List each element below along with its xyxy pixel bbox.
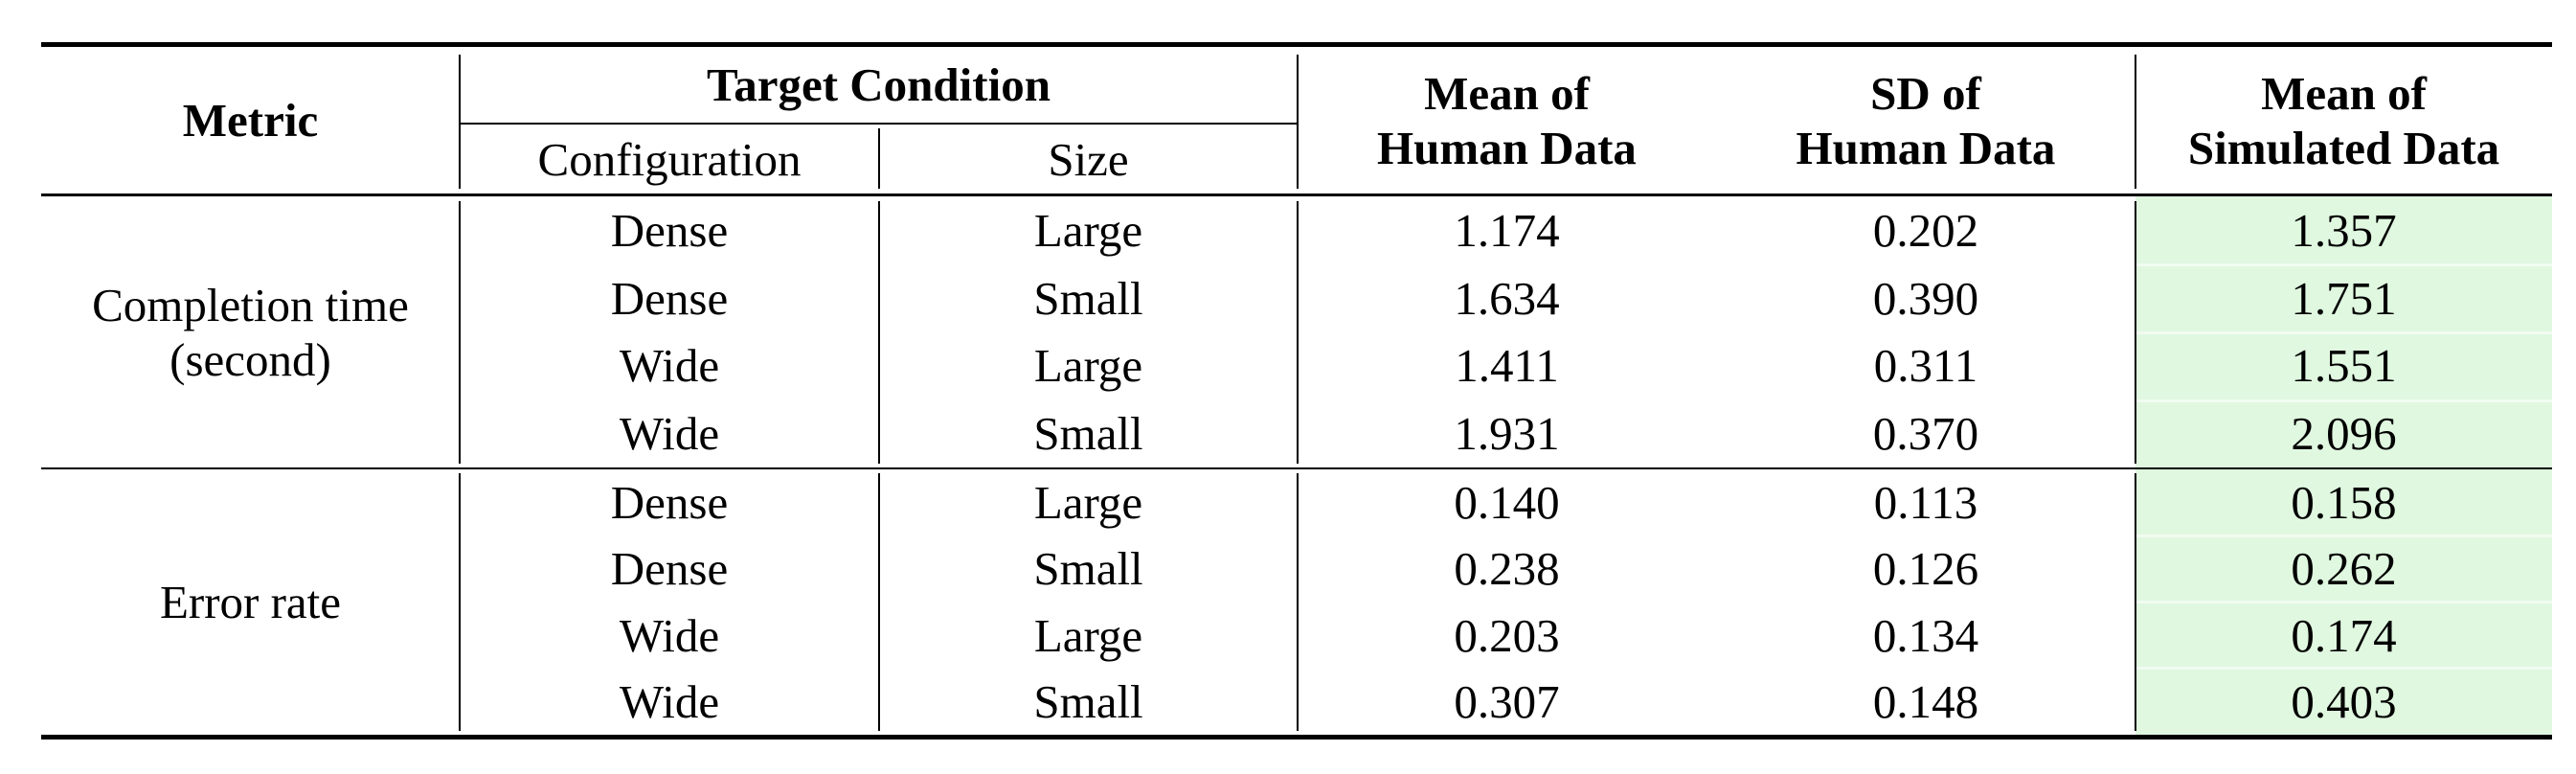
target-condition-underline xyxy=(460,123,1298,125)
header-size: Size xyxy=(1048,132,1129,186)
metric-label-line: Error rate xyxy=(159,576,342,628)
sd-human-cell: 0.390 xyxy=(1872,271,1979,325)
row-separator xyxy=(2135,399,2552,402)
sd-human-cell: 0.113 xyxy=(1873,476,1978,530)
header-target-condition: Target Condition xyxy=(707,58,1051,111)
mean-simulated-cell: 1.357 xyxy=(2291,203,2397,257)
top-rule xyxy=(41,42,2552,47)
size-cell: Small xyxy=(1033,407,1143,461)
block-separator xyxy=(41,467,2552,469)
header-configuration: Configuration xyxy=(537,132,802,186)
header-mean-human: Mean of Human Data xyxy=(1298,47,1716,194)
row-separator xyxy=(2135,601,2552,603)
header-mean-simulated: Mean of Simulated Data xyxy=(2135,47,2552,194)
header-separator xyxy=(41,194,2552,196)
size-cell: Large xyxy=(1033,476,1143,530)
size-cell: Small xyxy=(1033,271,1143,325)
sd-human-cell: 0.311 xyxy=(1873,339,1978,393)
mean-simulated-cell: 0.174 xyxy=(2291,608,2397,662)
mean-simulated-cell: 0.158 xyxy=(2291,476,2397,530)
header-metric: Metric xyxy=(182,94,319,147)
row-separator xyxy=(2135,331,2552,334)
header-sd-human: SD of Human Data xyxy=(1716,47,2135,194)
size-cell: Small xyxy=(1033,542,1143,596)
results-table: Metric Target Condition Configuration Si… xyxy=(41,42,2552,740)
mean-human-cell: 0.140 xyxy=(1454,476,1560,530)
metric-label: Error rate xyxy=(41,469,460,735)
column-divider xyxy=(2135,201,2136,464)
mean-human-cell: 1.634 xyxy=(1454,271,1560,325)
configuration-cell: Wide xyxy=(619,674,720,728)
sd-human-cell: 0.148 xyxy=(1872,674,1979,728)
column-divider xyxy=(878,473,880,731)
configuration-cell: Wide xyxy=(619,608,720,662)
sd-human-cell: 0.202 xyxy=(1872,203,1979,257)
header-mean-simulated-line1: Mean of xyxy=(2261,66,2427,120)
size-cell: Large xyxy=(1033,608,1143,662)
mean-human-cell: 0.307 xyxy=(1454,674,1560,728)
sd-human-cell: 0.134 xyxy=(1872,608,1979,662)
size-cell: Large xyxy=(1033,339,1143,393)
column-divider xyxy=(459,201,461,464)
column-divider xyxy=(2135,55,2136,189)
metric-label-line: (second) xyxy=(169,332,331,386)
metric-label: Completion time (second) xyxy=(41,196,460,467)
configuration-cell: Dense xyxy=(610,203,729,257)
header-mean-human-line1: Mean of xyxy=(1424,66,1590,120)
mean-simulated-cell: 0.262 xyxy=(2291,542,2397,596)
bottom-rule xyxy=(41,735,2552,740)
sd-human-cell: 0.126 xyxy=(1872,542,1979,596)
row-separator xyxy=(2135,667,2552,670)
size-cell: Large xyxy=(1033,203,1143,257)
column-divider xyxy=(878,201,880,464)
size-cell: Small xyxy=(1033,674,1143,728)
column-divider xyxy=(878,128,880,189)
column-divider xyxy=(2135,473,2136,731)
configuration-cell: Wide xyxy=(619,407,720,461)
header-sd-human-line2: Human Data xyxy=(1796,121,2056,174)
mean-simulated-cell: 1.751 xyxy=(2291,271,2397,325)
sd-human-cell: 0.370 xyxy=(1872,407,1979,461)
metric-label-line: Completion time xyxy=(92,278,409,331)
mean-simulated-cell: 1.551 xyxy=(2291,339,2397,393)
column-divider xyxy=(459,473,461,731)
column-divider xyxy=(1297,473,1299,731)
row-separator xyxy=(2135,263,2552,266)
column-divider xyxy=(1297,55,1299,189)
configuration-cell: Dense xyxy=(610,476,729,530)
configuration-cell: Wide xyxy=(619,339,720,393)
row-separator xyxy=(2135,535,2552,537)
mean-human-cell: 0.203 xyxy=(1454,608,1560,662)
mean-human-cell: 1.411 xyxy=(1455,339,1559,393)
header-sd-human-line1: SD of xyxy=(1870,66,1981,120)
configuration-cell: Dense xyxy=(610,542,729,596)
highlight-column-background xyxy=(2135,196,2552,735)
metric-block: Completion time (second) Dense Large 1.174 0.… xyxy=(41,196,2552,467)
column-divider xyxy=(1297,201,1299,464)
header-mean-simulated-line2: Simulated Data xyxy=(2187,121,2500,174)
mean-simulated-cell: 0.403 xyxy=(2291,674,2397,728)
configuration-cell: Dense xyxy=(610,271,729,325)
mean-human-cell: 1.174 xyxy=(1454,203,1560,257)
mean-human-cell: 0.238 xyxy=(1454,542,1560,596)
mean-simulated-cell: 2.096 xyxy=(2291,407,2397,461)
mean-human-cell: 1.931 xyxy=(1454,407,1560,461)
column-divider xyxy=(459,55,461,189)
metric-block: Error rate Dense Large 0.140 0.113 0.158 Dense… xyxy=(41,469,2552,735)
header-mean-human-line2: Human Data xyxy=(1377,121,1637,174)
